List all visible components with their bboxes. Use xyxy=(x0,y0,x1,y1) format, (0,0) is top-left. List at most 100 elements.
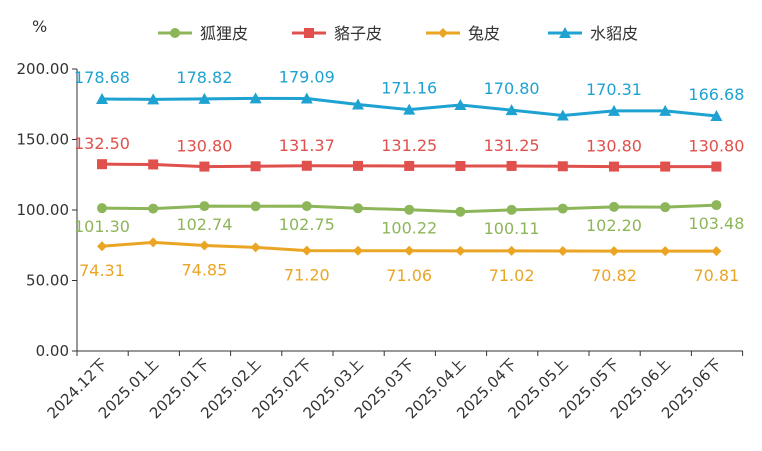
data-point xyxy=(97,159,107,170)
data-point xyxy=(505,104,518,116)
legend-marker xyxy=(304,28,314,38)
y-unit-label: % xyxy=(32,17,47,36)
data-label: 74.85 xyxy=(181,260,227,279)
data-label: 102.75 xyxy=(279,215,335,234)
data-point xyxy=(250,201,261,212)
series xyxy=(97,237,722,257)
data-point xyxy=(148,159,159,170)
data-point xyxy=(609,201,619,212)
data-label: 103.48 xyxy=(688,214,744,233)
data-label: 131.25 xyxy=(381,136,437,155)
data-point xyxy=(353,160,363,171)
data-point xyxy=(250,161,261,172)
data-point xyxy=(404,204,415,215)
legend-item: 水貂皮 xyxy=(548,24,638,43)
y-axis: 0.00 50.00 100.00 150.00 200.00 xyxy=(17,60,78,360)
series xyxy=(97,159,722,172)
legend: 狐狸皮 貉子皮 兔皮 水貂皮 xyxy=(158,24,638,43)
data-point xyxy=(711,200,722,211)
data-point xyxy=(97,241,107,252)
legend-marker xyxy=(438,28,448,38)
data-label: 130.80 xyxy=(176,137,232,156)
data-point xyxy=(301,201,312,212)
data-label: 170.80 xyxy=(484,79,540,98)
data-point xyxy=(506,245,517,256)
legend-label: 貉子皮 xyxy=(334,24,382,43)
data-label: 131.37 xyxy=(279,136,335,155)
data-point xyxy=(710,109,723,121)
data-point xyxy=(300,92,313,104)
data-label: 71.06 xyxy=(386,266,432,285)
data-point xyxy=(454,98,467,110)
data-point xyxy=(660,202,671,213)
data-point xyxy=(711,161,722,172)
data-point xyxy=(250,242,261,253)
data-point xyxy=(557,161,568,172)
data-point xyxy=(506,160,517,171)
data-point xyxy=(353,203,363,214)
series xyxy=(96,92,723,121)
data-point xyxy=(147,93,160,105)
legend-label: 狐狸皮 xyxy=(200,24,248,43)
data-point xyxy=(455,206,466,217)
data-labels: 101.30 102.74 102.75 100.22 100.11 102.20 103.… xyxy=(74,67,744,285)
data-point xyxy=(557,246,568,257)
series xyxy=(97,200,722,217)
data-label: 178.68 xyxy=(74,68,130,87)
data-label: 132.50 xyxy=(74,134,130,153)
legend-label: 水貂皮 xyxy=(590,24,638,43)
data-point xyxy=(199,240,210,251)
data-label: 171.16 xyxy=(381,79,437,98)
data-label: 101.30 xyxy=(74,217,130,236)
data-label: 70.81 xyxy=(693,266,739,285)
data-point xyxy=(455,161,466,172)
data-label: 71.20 xyxy=(284,266,330,285)
data-point xyxy=(609,161,619,172)
data-label: 131.25 xyxy=(484,136,540,155)
data-point xyxy=(199,161,210,172)
data-point xyxy=(249,92,262,104)
data-point xyxy=(609,246,619,257)
legend-marker xyxy=(559,27,571,38)
data-label: 178.82 xyxy=(176,68,232,87)
legend-item: 貉子皮 xyxy=(292,24,382,43)
data-point xyxy=(557,203,568,214)
data-label: 130.80 xyxy=(586,137,642,156)
legend-label: 兔皮 xyxy=(468,24,500,43)
data-label: 74.31 xyxy=(79,261,125,280)
y-tick-label: 200.00 xyxy=(17,60,70,78)
data-point xyxy=(660,246,671,257)
series-layer xyxy=(96,92,723,257)
data-point xyxy=(352,98,364,110)
data-point xyxy=(148,203,159,214)
data-point xyxy=(403,103,416,115)
data-label: 71.02 xyxy=(489,266,535,285)
data-label: 170.31 xyxy=(586,80,642,99)
data-point xyxy=(660,161,671,172)
data-point xyxy=(97,203,107,214)
data-label: 100.11 xyxy=(484,219,540,238)
data-point xyxy=(198,92,211,104)
legend-marker xyxy=(170,28,180,38)
data-label: 179.09 xyxy=(279,67,335,86)
data-label: 130.80 xyxy=(688,137,744,156)
data-point xyxy=(301,245,312,256)
data-label: 102.74 xyxy=(176,215,232,234)
legend-item: 兔皮 xyxy=(426,24,500,43)
data-point xyxy=(659,104,672,116)
data-point xyxy=(148,237,159,248)
data-label: 102.20 xyxy=(586,216,642,235)
data-point xyxy=(404,245,415,256)
data-point xyxy=(455,245,466,256)
data-point xyxy=(301,160,312,171)
y-tick-label: 100.00 xyxy=(17,201,70,219)
data-point xyxy=(608,104,620,116)
data-point xyxy=(404,160,415,171)
y-tick-label: 50.00 xyxy=(26,272,69,290)
legend-item: 狐狸皮 xyxy=(158,24,248,43)
data-point xyxy=(199,201,210,212)
data-label: 70.82 xyxy=(591,266,637,285)
data-point xyxy=(506,204,517,215)
data-point xyxy=(711,246,722,257)
